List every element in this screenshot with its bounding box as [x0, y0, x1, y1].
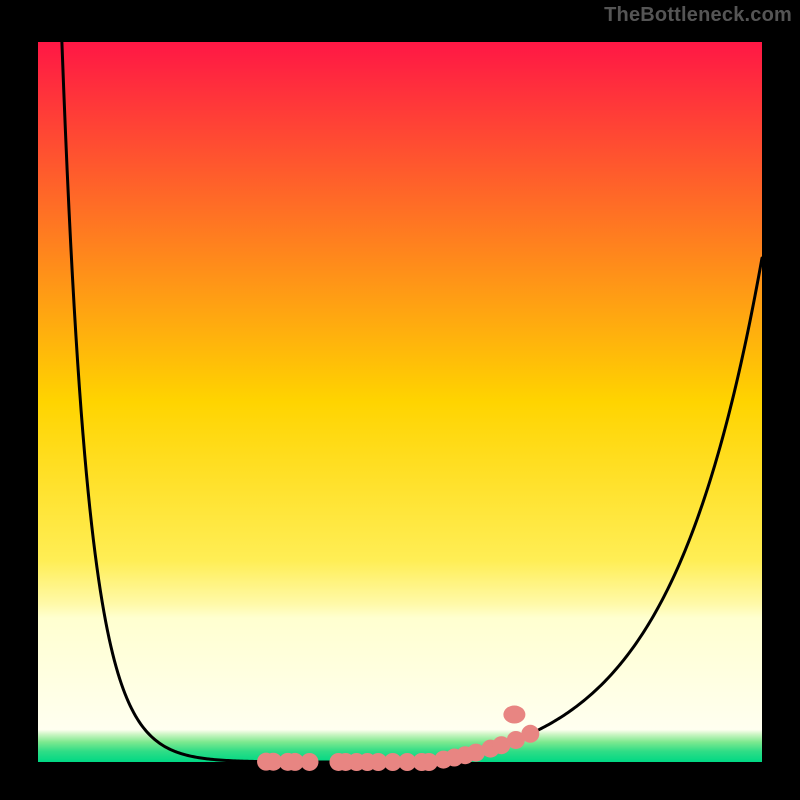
curve-marker	[521, 725, 539, 743]
stray-marker	[503, 706, 525, 724]
stage: TheBottleneck.com	[0, 0, 800, 800]
watermark-text: TheBottleneck.com	[604, 4, 792, 27]
curve-marker	[301, 753, 319, 771]
gradient-panel	[38, 42, 762, 762]
chart-svg	[0, 0, 800, 800]
